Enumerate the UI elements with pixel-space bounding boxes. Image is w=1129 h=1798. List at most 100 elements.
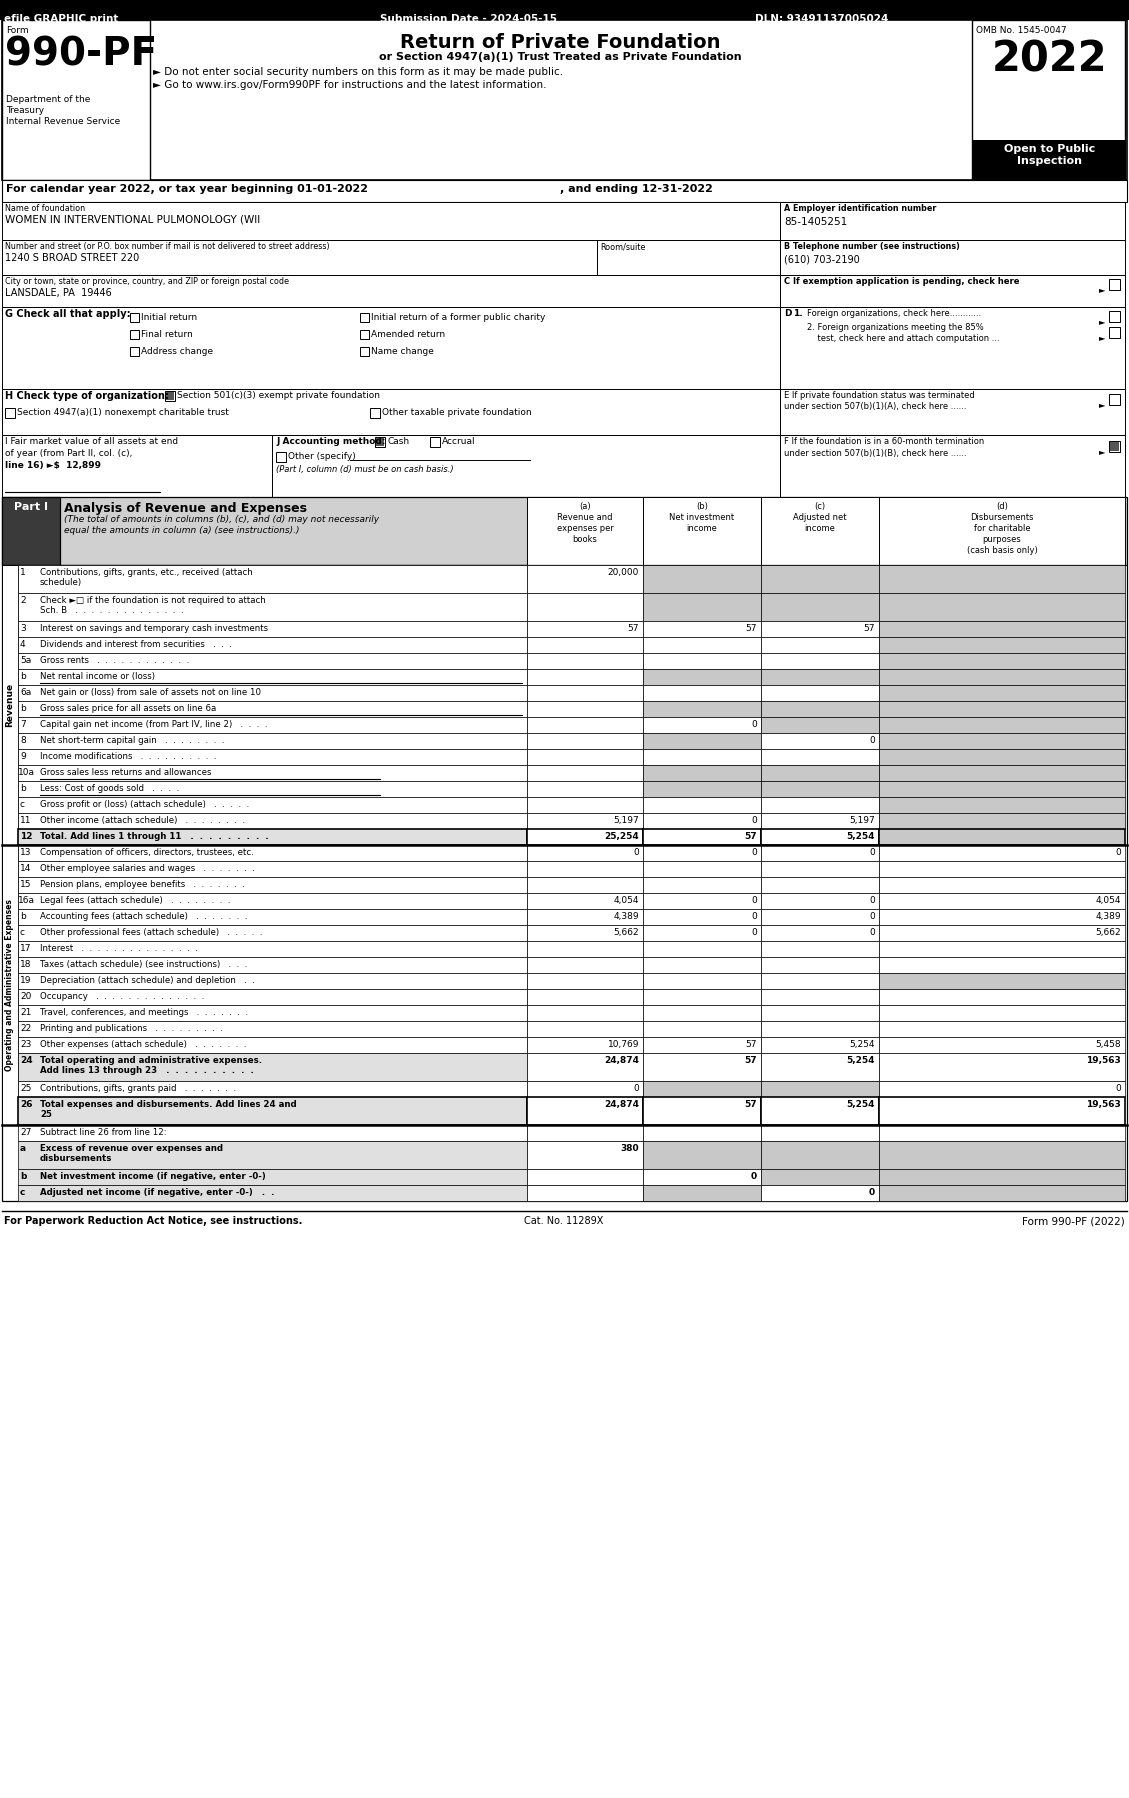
Bar — [527, 764, 644, 780]
Text: Section 4947(a)(1) nonexempt charitable trust: Section 4947(a)(1) nonexempt charitable … — [17, 408, 229, 417]
Bar — [360, 331, 369, 340]
Bar — [2, 20, 1127, 180]
Text: 1240 S BROAD STREET 220: 1240 S BROAD STREET 220 — [5, 254, 139, 263]
Bar — [761, 797, 879, 813]
Text: Net gain or (loss) from sale of assets not on line 10: Net gain or (loss) from sale of assets n… — [40, 689, 261, 698]
Bar — [644, 797, 761, 813]
Text: 14: 14 — [20, 865, 32, 874]
Bar — [1109, 441, 1120, 451]
Bar — [761, 1185, 879, 1201]
Bar — [879, 620, 1124, 636]
Text: Disbursements: Disbursements — [970, 512, 1034, 521]
Bar — [18, 750, 527, 764]
Text: 57: 57 — [864, 624, 875, 633]
Bar — [527, 701, 644, 717]
Bar — [527, 780, 644, 797]
Text: Other (specify): Other (specify) — [288, 451, 356, 460]
Bar — [644, 593, 761, 620]
Bar — [18, 957, 527, 973]
Bar — [761, 940, 879, 957]
Text: disbursements: disbursements — [40, 1154, 113, 1163]
Text: 0: 0 — [633, 1084, 639, 1093]
Text: 20,000: 20,000 — [607, 568, 639, 577]
Text: Revenue: Revenue — [6, 683, 15, 726]
Bar — [780, 201, 1124, 239]
Text: Add lines 13 through 23   .  .  .  .  .  .  .  .  .  .: Add lines 13 through 23 . . . . . . . . … — [40, 1066, 254, 1075]
Text: For calendar year 2022, or tax year beginning 01-01-2022: For calendar year 2022, or tax year begi… — [6, 183, 368, 194]
Bar — [1109, 394, 1120, 405]
Text: or Section 4947(a)(1) Trust Treated as Private Foundation: or Section 4947(a)(1) Trust Treated as P… — [378, 52, 742, 61]
Bar — [644, 1005, 761, 1021]
Bar — [879, 973, 1124, 989]
Text: 2. Foreign organizations meeting the 85%: 2. Foreign organizations meeting the 85% — [807, 324, 983, 333]
Text: 0: 0 — [751, 849, 758, 858]
Text: DLN: 93491137005024: DLN: 93491137005024 — [755, 14, 889, 23]
Bar — [18, 685, 527, 701]
Bar — [761, 653, 879, 669]
Bar — [879, 894, 1124, 910]
Bar — [644, 813, 761, 829]
Bar — [2, 201, 780, 239]
Text: Compensation of officers, directors, trustees, etc.: Compensation of officers, directors, tru… — [40, 849, 254, 858]
Bar — [644, 653, 761, 669]
Text: Section 501(c)(3) exempt private foundation: Section 501(c)(3) exempt private foundat… — [177, 390, 380, 399]
Text: b: b — [20, 705, 26, 714]
Bar — [0, 0, 1129, 20]
Text: 24,874: 24,874 — [604, 1055, 639, 1064]
Text: 10a: 10a — [18, 768, 35, 777]
Text: Subtract line 26 from line 12:: Subtract line 26 from line 12: — [40, 1127, 167, 1136]
Bar — [272, 435, 780, 496]
Bar — [18, 1005, 527, 1021]
Bar — [879, 797, 1124, 813]
Bar — [761, 829, 879, 845]
Bar — [2, 20, 150, 180]
Bar — [761, 845, 879, 861]
Text: 22: 22 — [20, 1025, 32, 1034]
Bar — [2, 275, 780, 307]
Bar — [644, 1037, 761, 1054]
Text: ► Do not enter social security numbers on this form as it may be made public.: ► Do not enter social security numbers o… — [154, 67, 563, 77]
Bar — [879, 1097, 1124, 1126]
Text: 9: 9 — [20, 752, 26, 761]
Bar — [2, 180, 1127, 201]
Text: 0: 0 — [869, 735, 875, 744]
Bar — [1109, 311, 1120, 322]
Text: Open to Public: Open to Public — [1005, 144, 1095, 155]
Bar — [2, 496, 1127, 565]
Bar — [761, 861, 879, 877]
Bar — [527, 717, 644, 734]
Text: Total. Add lines 1 through 11   .  .  .  .  .  .  .  .  .: Total. Add lines 1 through 11 . . . . . … — [40, 832, 269, 841]
Text: Printing and publications   .  .  .  .  .  .  .  .  .: Printing and publications . . . . . . . … — [40, 1025, 224, 1034]
Bar — [527, 797, 644, 813]
Text: (Part I, column (d) must be on cash basis.): (Part I, column (d) must be on cash basi… — [275, 466, 454, 475]
Bar — [644, 1081, 761, 1097]
Bar — [2, 845, 18, 1126]
Bar — [527, 1142, 644, 1169]
Bar — [130, 331, 139, 340]
Text: ►: ► — [1099, 448, 1105, 457]
Text: Form: Form — [6, 25, 28, 34]
Bar — [2, 565, 1127, 1201]
Text: under section 507(b)(1)(B), check here ......: under section 507(b)(1)(B), check here .… — [784, 450, 966, 458]
Bar — [761, 1142, 879, 1169]
Bar — [2, 307, 780, 388]
Bar — [879, 829, 1124, 845]
Text: 27: 27 — [20, 1127, 32, 1136]
Bar — [644, 924, 761, 940]
Text: 20: 20 — [20, 992, 32, 1001]
Bar — [761, 957, 879, 973]
Text: Adjusted net income (if negative, enter -0-)   .  .: Adjusted net income (if negative, enter … — [40, 1188, 274, 1197]
Bar — [360, 347, 369, 356]
Text: (a): (a) — [579, 502, 590, 511]
Text: For Paperwork Reduction Act Notice, see instructions.: For Paperwork Reduction Act Notice, see … — [5, 1215, 303, 1226]
Bar — [527, 813, 644, 829]
Bar — [18, 1126, 527, 1142]
Bar — [360, 313, 369, 322]
Bar — [527, 1037, 644, 1054]
Text: Final return: Final return — [141, 331, 193, 340]
Text: Analysis of Revenue and Expenses: Analysis of Revenue and Expenses — [64, 502, 307, 514]
Text: 0: 0 — [869, 895, 875, 904]
Bar — [644, 764, 761, 780]
Text: 24: 24 — [20, 1055, 33, 1064]
Text: income: income — [686, 523, 717, 532]
